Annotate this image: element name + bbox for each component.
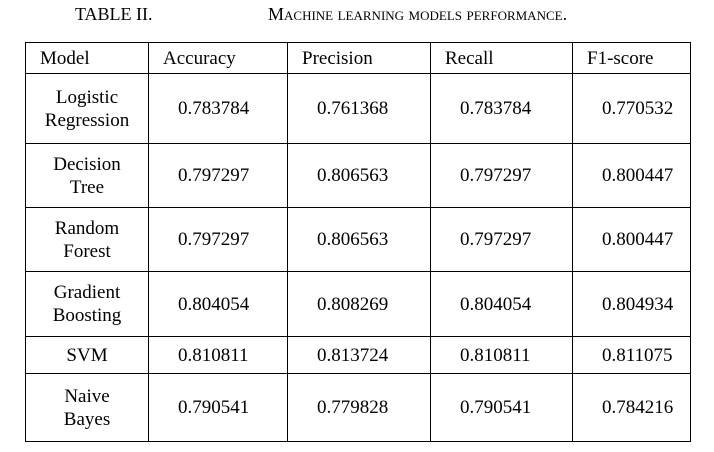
table-row: Naive Bayes 0.790541 0.779828 0.790541 0.784… bbox=[25, 373, 691, 442]
metric-cell: 0.810811 bbox=[148, 336, 288, 374]
metric-cell: 0.770532 bbox=[572, 73, 691, 144]
model-cell: SVM bbox=[25, 336, 149, 374]
metric-cell: 0.797297 bbox=[430, 143, 573, 208]
column-header: Recall bbox=[430, 42, 573, 74]
metric-cell: 0.808269 bbox=[287, 271, 431, 337]
metric-cell: 0.797297 bbox=[148, 207, 288, 272]
column-header: Accuracy bbox=[148, 42, 288, 74]
column-header: F1-score bbox=[572, 42, 691, 74]
column-header: Model bbox=[25, 42, 149, 74]
metric-cell: 0.790541 bbox=[430, 373, 573, 442]
metric-cell: 0.761368 bbox=[287, 73, 431, 144]
table-row: Decision Tree 0.797297 0.806563 0.797297 0.8… bbox=[25, 143, 691, 208]
caption-title: Machine learning models performance. bbox=[268, 4, 568, 24]
metric-cell: 0.806563 bbox=[287, 207, 431, 272]
metric-cell: 0.784216 bbox=[572, 373, 691, 442]
model-name: Gradient Boosting bbox=[52, 282, 122, 326]
metric-cell: 0.804054 bbox=[430, 271, 573, 337]
metric-cell: 0.800447 bbox=[572, 143, 691, 208]
table-row: Random Forest 0.797297 0.806563 0.797297 0.8… bbox=[25, 207, 691, 272]
model-cell: Random Forest bbox=[25, 207, 149, 272]
model-cell: Gradient Boosting bbox=[25, 271, 149, 337]
metric-cell: 0.810811 bbox=[430, 336, 573, 374]
table-row: SVM 0.810811 0.813724 0.810811 0.811075 bbox=[25, 336, 691, 374]
metric-cell: 0.813724 bbox=[287, 336, 431, 374]
metric-cell: 0.783784 bbox=[430, 73, 573, 144]
metric-cell: 0.797297 bbox=[430, 207, 573, 272]
model-cell: Logistic Regression bbox=[25, 73, 149, 144]
model-name: SVM bbox=[66, 344, 108, 366]
model-name: Random Forest bbox=[54, 217, 120, 262]
metric-cell: 0.804934 bbox=[572, 271, 691, 337]
model-name: Decision Tree bbox=[53, 153, 121, 198]
performance-table: Model Accuracy Precision Recall F1-score Log… bbox=[25, 42, 691, 442]
model-name: Naive Bayes bbox=[63, 385, 111, 430]
metric-cell: 0.800447 bbox=[572, 207, 691, 272]
model-name: Logistic Regression bbox=[44, 86, 130, 131]
model-cell: Naive Bayes bbox=[25, 373, 149, 442]
metric-cell: 0.806563 bbox=[287, 143, 431, 208]
model-cell: Decision Tree bbox=[25, 143, 149, 208]
metric-cell: 0.804054 bbox=[148, 271, 288, 337]
header-row: Model Accuracy Precision Recall F1-score bbox=[25, 42, 691, 74]
column-header: Precision bbox=[287, 42, 431, 74]
metric-cell: 0.797297 bbox=[148, 143, 288, 208]
metric-cell: 0.783784 bbox=[148, 73, 288, 144]
table-row: Gradient Boosting 0.804054 0.808269 0.80405… bbox=[25, 271, 691, 337]
caption-label: TABLE II. bbox=[75, 4, 153, 24]
table-body: Logistic Regression 0.783784 0.761368 0.783… bbox=[25, 73, 691, 442]
table-row: Logistic Regression 0.783784 0.761368 0.783… bbox=[25, 73, 691, 144]
metric-cell: 0.790541 bbox=[148, 373, 288, 442]
metric-cell: 0.811075 bbox=[572, 336, 691, 374]
metric-cell: 0.779828 bbox=[287, 373, 431, 442]
